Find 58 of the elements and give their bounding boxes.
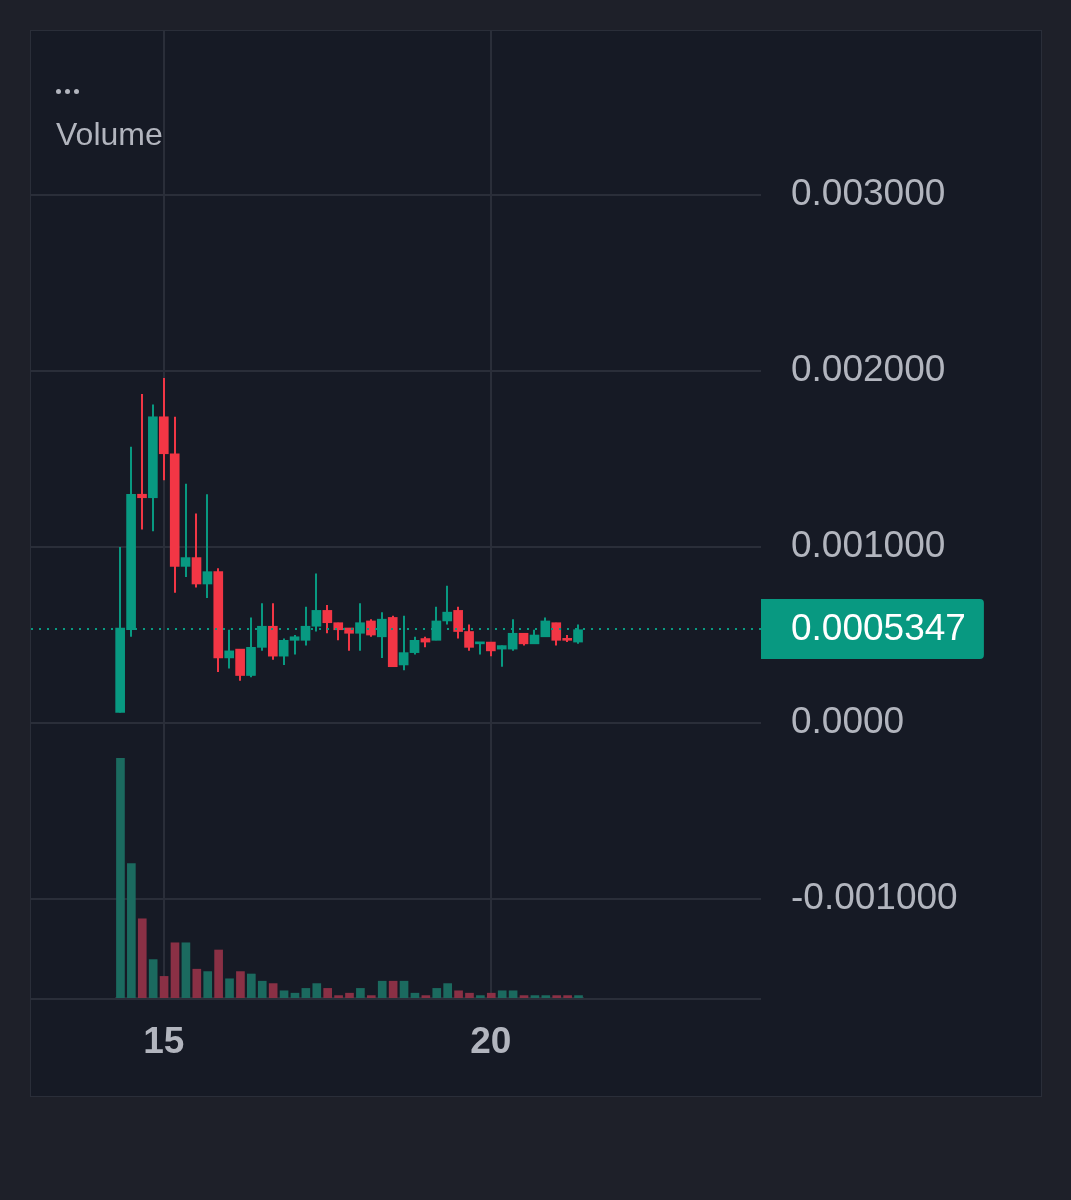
bar	[497, 990, 507, 998]
y-tick-label: -0.001000	[791, 876, 958, 918]
candlestick	[398, 614, 409, 672]
candlestick	[442, 584, 453, 626]
y-tick-label: 0.002000	[791, 348, 946, 390]
bar	[290, 992, 300, 998]
bar	[236, 971, 245, 998]
bar	[388, 980, 398, 998]
bar	[356, 988, 365, 998]
bar	[366, 995, 376, 998]
bar	[247, 973, 256, 998]
bar	[203, 971, 213, 998]
bar	[563, 995, 572, 998]
bar	[116, 758, 125, 998]
bar	[127, 863, 136, 998]
bar	[181, 942, 191, 998]
bar	[312, 983, 322, 998]
bar	[541, 995, 551, 998]
bar	[279, 990, 289, 998]
bar	[225, 978, 234, 998]
bar	[476, 995, 485, 998]
bar	[137, 918, 147, 998]
bar	[454, 990, 463, 998]
bar	[301, 988, 311, 998]
candlestick	[202, 493, 213, 600]
annotation: Volume	[56, 115, 163, 152]
bar	[268, 983, 278, 998]
bar	[421, 995, 431, 998]
bar	[432, 988, 442, 998]
bar	[465, 992, 474, 998]
bar	[399, 980, 409, 998]
bar	[443, 983, 452, 998]
bar	[574, 995, 583, 998]
bar	[486, 992, 496, 998]
ref-line-label: 0.0005347	[791, 607, 966, 649]
bar	[192, 968, 202, 998]
bar	[410, 992, 420, 998]
bar	[508, 990, 518, 998]
bar	[214, 949, 223, 998]
bar	[519, 995, 529, 998]
y-tick-label: 0.001000	[791, 524, 946, 566]
bar	[257, 980, 267, 998]
bar	[170, 942, 180, 998]
bar	[159, 976, 169, 998]
bar	[377, 980, 387, 998]
candlestick	[137, 392, 147, 531]
y-tick-label: 0.0000	[791, 700, 905, 742]
bar	[334, 995, 343, 998]
bar	[552, 995, 562, 998]
candlestick	[180, 482, 191, 578]
y-tick-label: 0.003000	[791, 172, 946, 214]
x-tick-label: 15	[143, 1020, 185, 1062]
bar	[148, 959, 158, 998]
bar	[345, 992, 354, 998]
x-tick-label: 20	[470, 1020, 512, 1062]
candlestick	[224, 628, 235, 670]
bar	[530, 995, 540, 998]
bar	[323, 988, 333, 998]
